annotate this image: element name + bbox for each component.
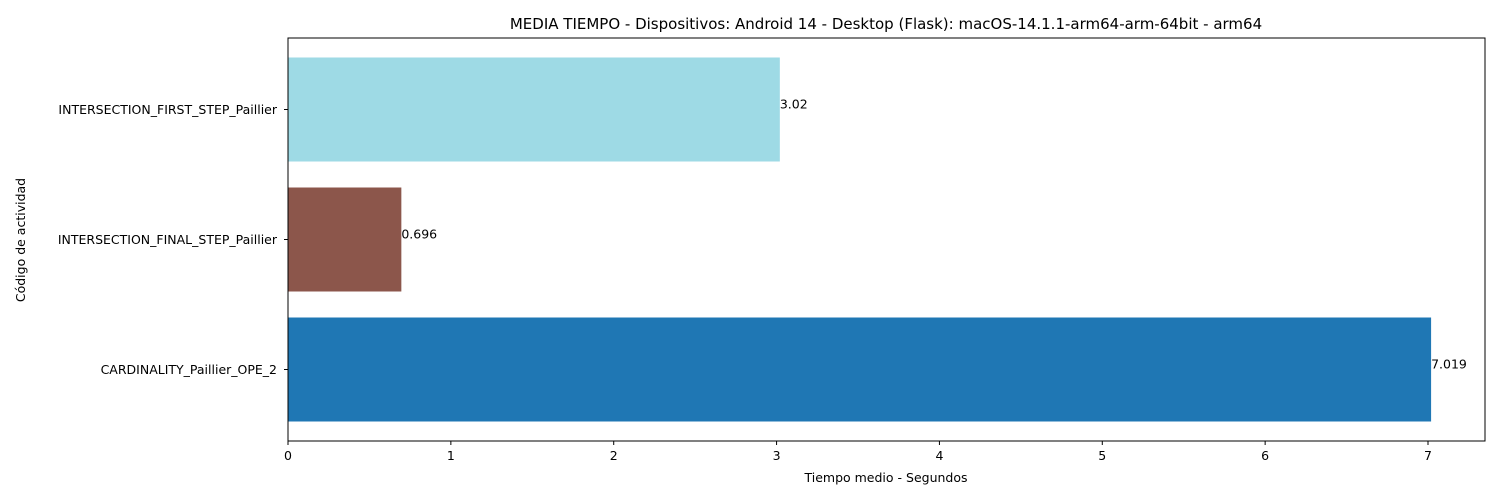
- x-tick-label: 5: [1098, 448, 1106, 463]
- plot-area: 3.02 INTERSECTION_FIRST_STEP_Paillier 0.69…: [58, 57, 1467, 463]
- x-tick-label: 6: [1261, 448, 1269, 463]
- x-tick-label: 4: [935, 448, 943, 463]
- bar: [288, 187, 402, 292]
- x-axis-label: Tiempo medio - Segundos: [803, 470, 967, 485]
- y-axis-label: Código de actividad: [13, 178, 28, 302]
- bar: [288, 57, 780, 162]
- bar-value-label: 7.019: [1431, 357, 1467, 372]
- y-tick-label: INTERSECTION_FINAL_STEP_Paillier: [58, 232, 278, 247]
- x-tick-label: 3: [773, 448, 781, 463]
- chart-title: MEDIA TIEMPO - Dispositivos: Android 14 …: [510, 15, 1262, 33]
- y-tick-label: INTERSECTION_FIRST_STEP_Paillier: [58, 102, 277, 117]
- x-tick-label: 1: [447, 448, 455, 463]
- x-tick-label: 7: [1424, 448, 1432, 463]
- plot-frame: [287, 37, 1486, 442]
- x-tick-label: 2: [610, 448, 618, 463]
- bar-value-label: 3.02: [780, 97, 808, 112]
- bar: [288, 317, 1432, 422]
- y-tick-label: CARDINALITY_Paillier_OPE_2: [101, 362, 277, 377]
- bar-value-label: 0.696: [401, 227, 437, 242]
- x-tick-label: 0: [284, 448, 292, 463]
